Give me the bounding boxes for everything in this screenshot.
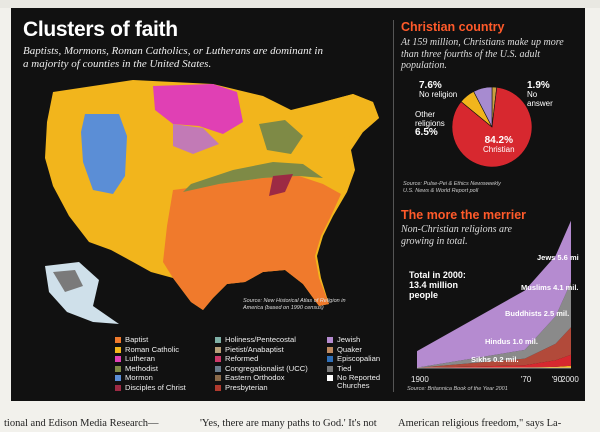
map-legend: Baptist Roman Catholic Lutheran Methodis… [115, 336, 395, 396]
legend-item: Baptist [115, 336, 186, 346]
legend-item: Episcopalian [327, 355, 387, 365]
merrier-title: The more the merrier [401, 208, 527, 222]
us-religion-map [45, 80, 379, 324]
legend-item: Lutheran [115, 355, 186, 365]
map-subtitle: Baptists, Mormons, Roman Catholics, or L… [23, 45, 323, 70]
pie-label-christian: 84.2% Christian [483, 135, 515, 155]
legend-item: Tied [327, 364, 387, 375]
legend-swatch [327, 337, 333, 343]
legend-item: Jewish [327, 336, 387, 346]
legend-swatch [327, 346, 333, 353]
legend-item: Eastern Orthodox [215, 374, 308, 384]
legend-item: Quaker [327, 345, 387, 356]
legend-item: Presbyterian [215, 383, 308, 394]
legend-col-3: Jewish Quaker Episcopalian Tied No Repor… [327, 336, 387, 392]
legend-swatch [327, 375, 333, 381]
legend-item: Methodist [115, 364, 186, 375]
pie-slice-no-religion [473, 86, 493, 128]
region-baptist [163, 176, 341, 310]
region-methodist [183, 162, 323, 192]
legend-item: Roman Catholic [115, 345, 186, 356]
x-tick-label: 2000 [561, 375, 579, 384]
legend-item: Pietist/Anabaptist [215, 345, 308, 356]
legend-item: Congregationalist (UCC) [215, 364, 308, 375]
map-title: Clusters of faith [23, 18, 178, 41]
area-label-sikhs: Sikhs 0.2 mil. [471, 355, 519, 364]
legend-swatch [215, 356, 221, 362]
legend-swatch [115, 337, 121, 343]
x-tick-label: '70 [521, 375, 532, 384]
area-series-buddhists [417, 327, 571, 368]
legend-swatch [215, 346, 221, 353]
legend-item: No Reported Churches [327, 374, 387, 392]
area-label-hindus: Hindus 1.0 mil. [485, 337, 538, 346]
legend-swatch [215, 384, 221, 391]
article-col-2: 'Yes, there are many paths to God.' It's… [200, 418, 377, 429]
pie-slice-christian [451, 86, 533, 168]
x-tick-label: '90 [552, 375, 563, 384]
x-tick-label: 1900 [411, 375, 429, 384]
legend-item: Reformed [215, 355, 308, 365]
article-col-3: American religious freedom," says La- [398, 418, 562, 429]
area-label-jews: Jews 5.6 mil. [537, 253, 579, 262]
area-series-hindus [417, 354, 571, 368]
area-series-jews [417, 220, 571, 368]
legend-swatch [115, 365, 121, 372]
christian-source: Source: Pulse-Pei & Ethics Newsweekly U.… [403, 181, 501, 194]
legend-swatch [327, 365, 333, 372]
pie-label-no-answer: 1.9% No answer [527, 80, 553, 109]
merrier-text: Non-Christian religions are growing in t… [401, 224, 512, 247]
merrier-source: Source: Britannica Book of the Year 2001 [407, 386, 508, 392]
christian-country-title: Christian country [401, 20, 505, 34]
legend-swatch [115, 356, 121, 362]
legend-swatch [115, 346, 121, 353]
christian-country-text: At 159 million, Christians make up more … [401, 37, 564, 71]
article-col-1: tional and Edison Media Research— [4, 418, 159, 429]
region-lutheran [153, 84, 243, 134]
christian-pie-chart [451, 86, 533, 168]
pie-label-other: Other religions 6.5% [415, 110, 445, 138]
region-mormon [81, 114, 127, 194]
legend-item: Disciples of Christ [115, 383, 186, 394]
legend-col-2: Holiness/Pentecostal Pietist/Anabaptist … [215, 336, 308, 393]
article-text: tional and Edison Media Research— 'Yes, … [0, 404, 600, 432]
area-label-buddhists: Buddhists 2.5 mil. [505, 309, 569, 318]
religions-area-chart: Sikhs 0.2 mil. Hindus 1.0 mil. Buddhists 2… [411, 220, 579, 384]
legend-swatch [215, 365, 221, 372]
legend-item: Holiness/Pentecostal [215, 336, 308, 346]
legend-col-1: Baptist Roman Catholic Lutheran Methodis… [115, 336, 186, 393]
area-series-sikhs [417, 365, 571, 368]
legend-swatch [215, 375, 221, 381]
legend-swatch [115, 375, 121, 381]
area-series-muslims [417, 282, 571, 368]
area-label-muslims: Muslims 4.1 mil. [521, 283, 579, 292]
legend-swatch [115, 384, 121, 391]
panel-divider [393, 20, 394, 392]
legend-swatch [327, 356, 333, 362]
infographic-panel: Clusters of faith Baptists, Mormons, Rom… [11, 8, 585, 401]
page-header-strip [0, 0, 600, 8]
pie-label-no-religion: 7.6% No religion [419, 80, 458, 100]
legend-item: Mormon [115, 374, 186, 384]
alaska [45, 262, 119, 324]
map-source: Source: New Historical Atlas of Religion… [243, 298, 346, 311]
legend-swatch [215, 337, 221, 343]
merrier-total: Total in 2000: 13.4 million people [409, 270, 466, 300]
